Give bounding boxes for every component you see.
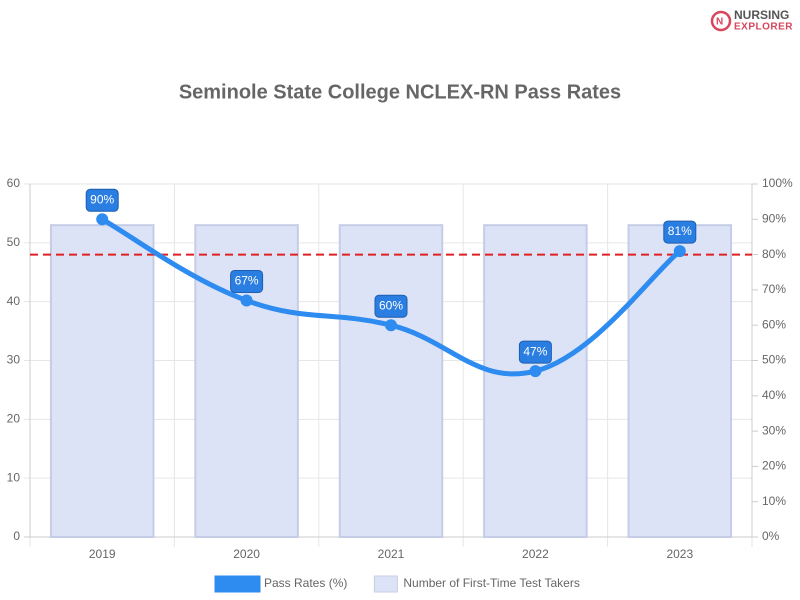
y-tick-label: 30 xyxy=(7,353,21,367)
y2-tick-label: 30% xyxy=(762,423,786,437)
point xyxy=(240,294,253,307)
logo-text: EXPLORER xyxy=(734,22,793,33)
data-label: 47% xyxy=(523,344,547,358)
bar xyxy=(338,224,444,539)
y2-tick-label: 80% xyxy=(762,247,786,261)
logo-text: NURSING xyxy=(734,8,789,22)
bar xyxy=(627,224,733,539)
x-tick-label: 2023 xyxy=(666,547,693,561)
point xyxy=(673,245,686,258)
y-tick-label: 50 xyxy=(7,235,21,249)
y-tick-label: 60 xyxy=(7,176,21,190)
y-tick-label: 10 xyxy=(7,470,21,484)
legend-swatch[interactable] xyxy=(214,575,261,593)
chart-title: Seminole State College NCLEX-RN Pass Rat… xyxy=(179,81,621,103)
y2-tick-label: 40% xyxy=(762,388,786,402)
y2-tick-label: 70% xyxy=(762,282,786,296)
y2-tick-label: 100% xyxy=(762,176,793,190)
point xyxy=(96,213,109,226)
y2-tick-label: 60% xyxy=(762,317,786,331)
point xyxy=(385,319,397,332)
x-tick-label: 2021 xyxy=(378,547,405,561)
x-tick-label: 2020 xyxy=(233,547,260,561)
logo: N NURSING EXPLORER xyxy=(710,8,793,33)
y2-tick-label: 20% xyxy=(762,459,786,473)
data-label-box xyxy=(85,188,119,212)
data-label: 67% xyxy=(235,274,259,288)
legend-swatch[interactable] xyxy=(373,575,398,593)
data-label: 90% xyxy=(90,192,114,206)
y-tick-label: 40 xyxy=(7,294,21,308)
logo-letter: N xyxy=(716,17,723,28)
point xyxy=(529,365,542,378)
y2-tick-label: 90% xyxy=(762,211,786,225)
y2-tick-label: 10% xyxy=(762,494,786,508)
bar xyxy=(49,224,155,539)
logo-icon xyxy=(710,10,732,32)
data-label-box xyxy=(374,294,408,318)
line xyxy=(99,216,683,377)
y2-tick-label: 50% xyxy=(762,353,786,367)
legend-label[interactable]: Pass Rates (%) xyxy=(264,576,347,590)
y-tick-label: 20 xyxy=(7,412,21,426)
x-tick-label: 2019 xyxy=(89,547,116,561)
bar xyxy=(483,224,588,539)
data-label: 60% xyxy=(379,298,403,312)
data-label-box xyxy=(230,269,264,293)
data-label-box xyxy=(663,220,697,244)
x-tick-label: 2022 xyxy=(522,547,549,561)
y2-tick-label: 0% xyxy=(762,529,780,543)
data-label-box xyxy=(518,340,552,364)
data-label: 81% xyxy=(668,224,692,238)
y-tick-label: 0 xyxy=(13,529,20,543)
legend-label[interactable]: Number of First-Time Test Takers xyxy=(403,576,579,590)
